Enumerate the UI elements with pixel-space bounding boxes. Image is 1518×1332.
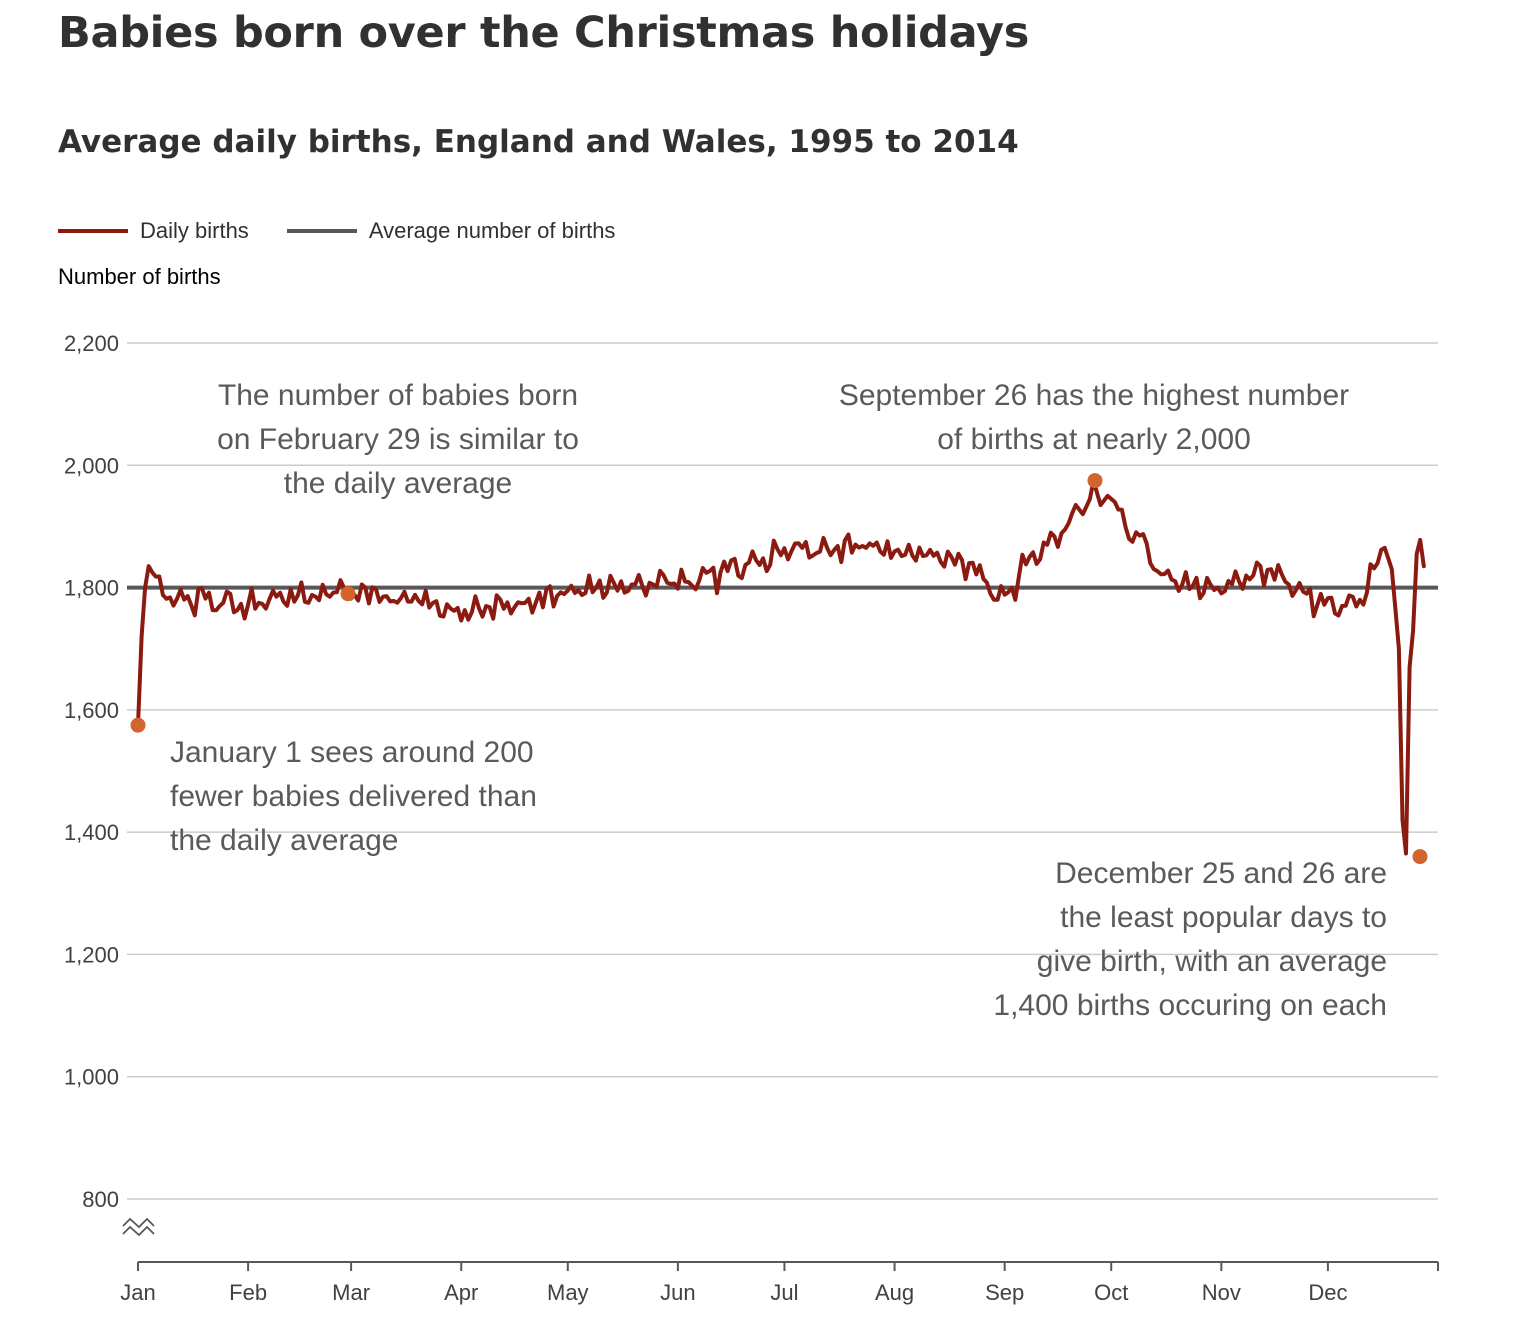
annotation-line: of births at nearly 2,000 — [937, 423, 1251, 456]
annotation-line: on February 29 is similar to — [217, 423, 579, 456]
legend: Daily births Average number of births — [58, 214, 653, 248]
legend-item-daily-births: Daily births — [58, 218, 249, 244]
y-tick-label: 2,200 — [64, 331, 119, 356]
x-tick-label: Feb — [229, 1280, 267, 1305]
x-tick-label: Jun — [660, 1280, 695, 1305]
axis-break-icon — [122, 1217, 155, 1237]
legend-swatch-average — [286, 229, 357, 233]
y-tick-label: 2,000 — [64, 453, 119, 478]
annotation: September 26 has the highest number of bi… — [839, 379, 1349, 456]
y-tick-label: 1,000 — [64, 1065, 119, 1090]
x-tick-label: Jul — [770, 1280, 798, 1305]
x-tick-label: Oct — [1094, 1280, 1128, 1305]
highlight-point — [1412, 849, 1428, 865]
x-tick-label: May — [547, 1280, 589, 1305]
annotation: The number of babies born on February 29 … — [217, 379, 579, 500]
axis-break-icon-top — [122, 1217, 155, 1229]
axis-break-icon-bottom — [122, 1225, 155, 1237]
y-axis-label: Number of births — [58, 264, 221, 289]
annotation-line: the daily average — [284, 467, 513, 500]
highlight-point — [130, 717, 146, 733]
annotations: The number of babies born on February 29 … — [170, 379, 1387, 1022]
x-axis: Jan Feb Mar Apr May Jun Jul Aug Sep Oct Nov Dec — [120, 1261, 1439, 1305]
annotation-line: January 1 sees around 200 — [170, 736, 534, 769]
annotation-line: The number of babies born — [218, 379, 578, 412]
x-tick-label: Sep — [985, 1280, 1024, 1305]
x-tick-label: Dec — [1308, 1280, 1347, 1305]
annotation: January 1 sees around 200 fewer babies de… — [170, 736, 537, 857]
x-tick-label: Nov — [1202, 1280, 1241, 1305]
highlight-point — [1087, 473, 1103, 489]
annotation-line: 1,400 births occuring on each — [993, 989, 1387, 1022]
y-tick-label: 1,200 — [64, 942, 119, 967]
y-tick-label: 1,400 — [64, 820, 119, 845]
chart-subtitle: Average daily births, England and Wales,… — [58, 124, 1019, 160]
annotation-line: the least popular days to — [1060, 901, 1387, 934]
y-tick-label: 1,600 — [64, 698, 119, 723]
x-tick-label: Apr — [444, 1280, 478, 1305]
annotation-line: give birth, with an average — [1037, 945, 1387, 978]
annotation-line: December 25 and 26 are — [1055, 857, 1387, 890]
annotation-line: the daily average — [170, 824, 399, 857]
x-tick-label: Jan — [120, 1280, 155, 1305]
legend-item-average: Average number of births — [286, 218, 616, 244]
legend-label-average: Average number of births — [368, 218, 616, 243]
x-tick-label: Aug — [875, 1280, 914, 1305]
highlight-point — [340, 586, 356, 602]
chart-title: Babies born over the Christmas holidays — [58, 8, 1030, 58]
legend-label-daily-births: Daily births — [140, 218, 249, 243]
y-tick-labels: 800 1,000 1,200 1,400 1,600 1,800 2,000 2,200 — [64, 331, 119, 1212]
annotation-line: September 26 has the highest number — [839, 379, 1349, 412]
y-tick-label: 1,800 — [64, 576, 119, 601]
legend-swatch-daily-births — [58, 229, 128, 233]
y-tick-label: 800 — [82, 1187, 119, 1212]
x-tick-label: Mar — [332, 1280, 370, 1305]
annotation-line: fewer babies delivered than — [170, 780, 537, 813]
highlight-points — [130, 473, 1428, 865]
annotation: December 25 and 26 are the least popular … — [993, 857, 1387, 1022]
